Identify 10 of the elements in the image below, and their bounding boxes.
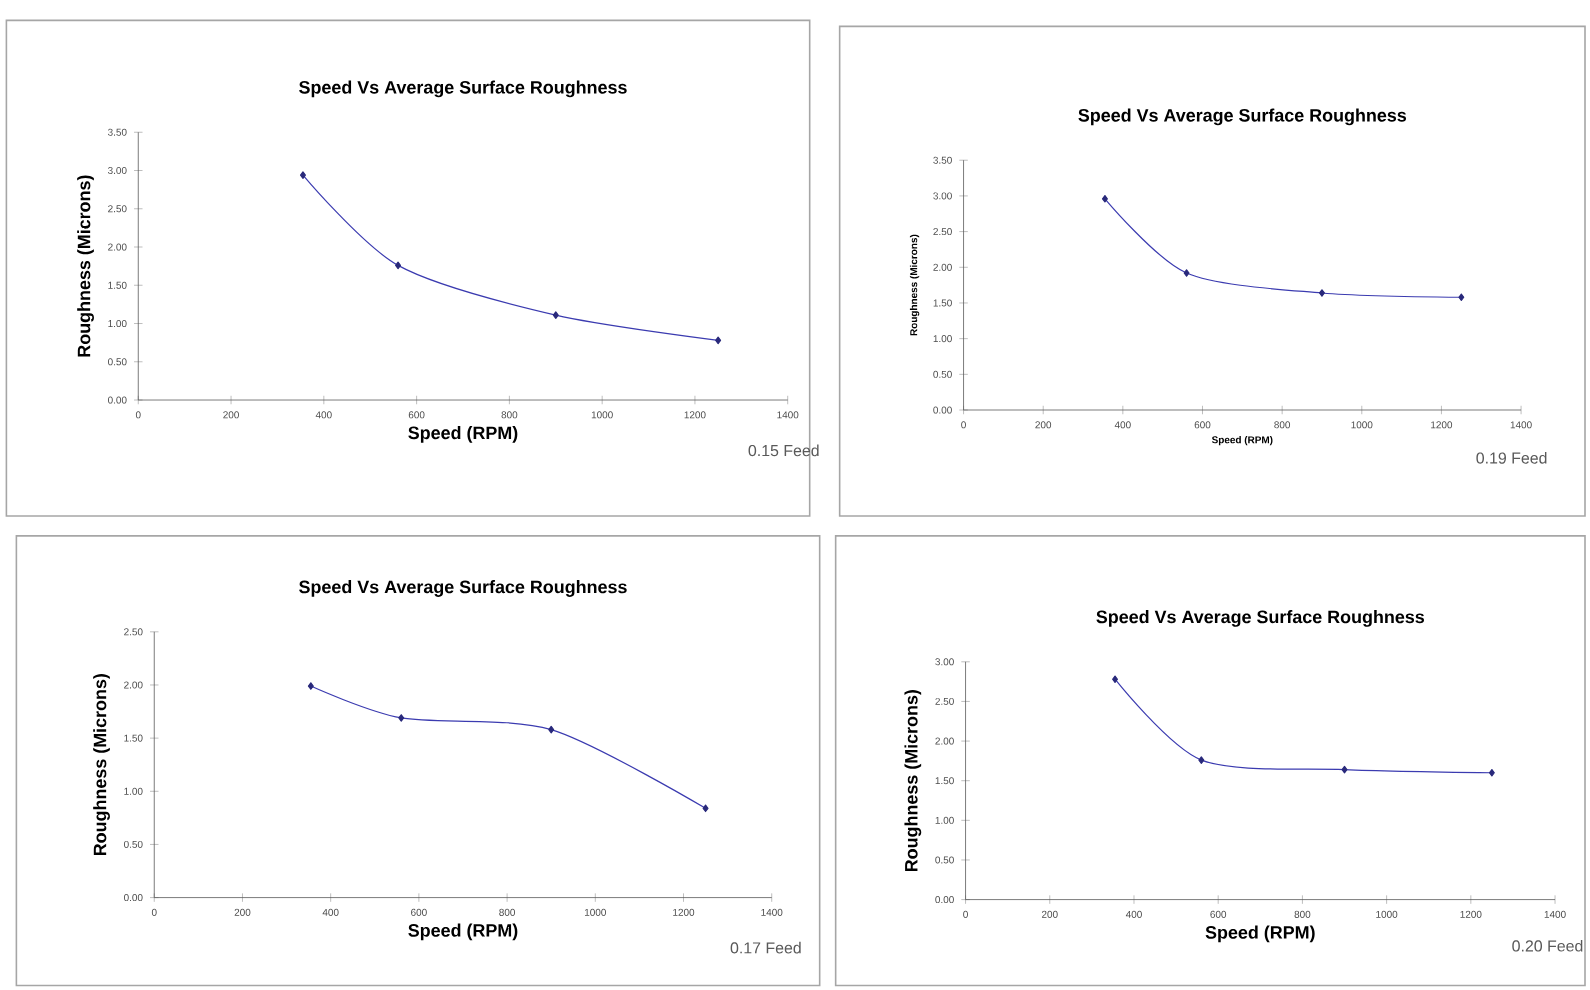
chart-title: Speed Vs Average Surface Roughness [1096, 610, 1425, 627]
chart-title: Speed Vs Average Surface Roughness [299, 80, 627, 98]
chart-title: Speed Vs Average Surface Roughness [1078, 108, 1407, 126]
chart-title: Speed Vs Average Surface Roughness [299, 580, 627, 597]
y-axis-title: Roughness (Microns) [93, 674, 110, 856]
x-axis-title: Speed (RPM) [408, 426, 518, 443]
x-axis-title: Speed (RPM) [408, 923, 518, 941]
x-axis-title: Speed (RPM) [1205, 925, 1315, 943]
y-axis-title: Roughness (Microns) [77, 175, 94, 357]
y-axis-title: Roughness (Microns) [904, 690, 922, 872]
